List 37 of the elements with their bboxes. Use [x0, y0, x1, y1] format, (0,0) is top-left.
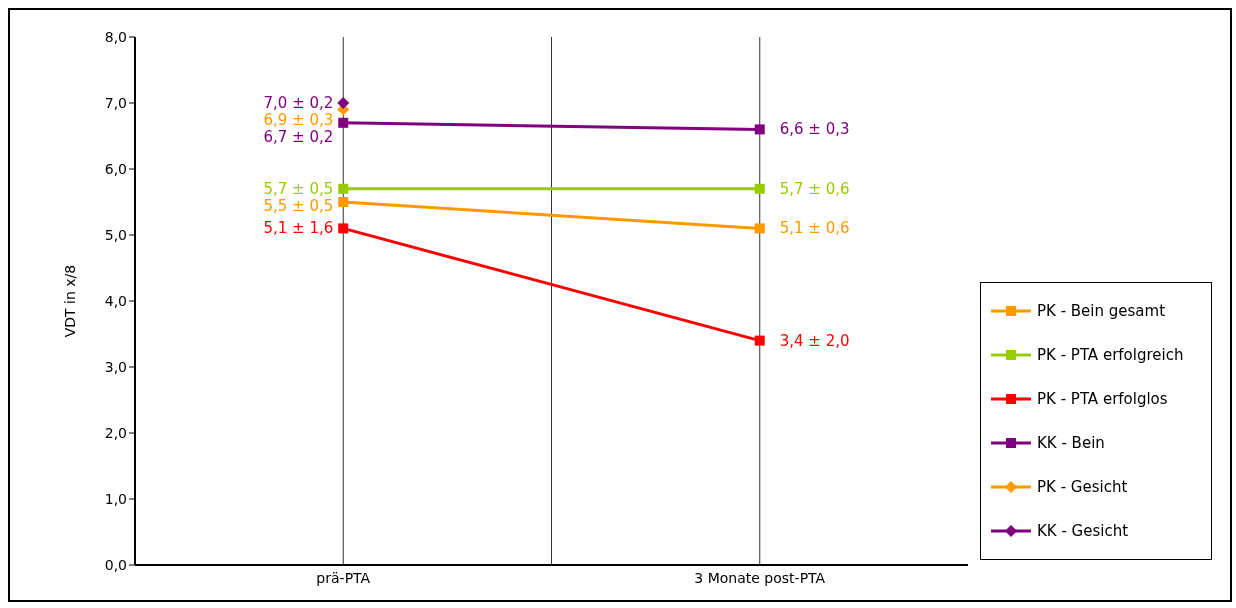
legend-label: PK - Bein gesamt [1037, 302, 1166, 320]
point [754, 183, 765, 194]
x-tick-label: prä-PTA [316, 569, 371, 586]
data-label: 5,1 ± 1,6 [263, 219, 334, 238]
point [754, 335, 765, 346]
y-tick-label: 5,0 [104, 226, 127, 243]
y-tick-label: 1,0 [104, 490, 127, 507]
data-label: 5,1 ± 0,6 [779, 219, 850, 238]
legend-label: KK - Gesicht [1037, 522, 1129, 540]
data-label: 7,0 ± 0,2 [263, 94, 334, 112]
point [754, 124, 765, 135]
data-label: 6,6 ± 0,3 [779, 120, 850, 139]
data-label: 6,9 ± 0,3 [263, 111, 334, 129]
data-label: 3,4 ± 2,0 [779, 331, 850, 350]
y-axis-title: VDT in x/8 [61, 264, 78, 338]
point [338, 223, 349, 234]
point [338, 197, 349, 207]
legend-label: PK - Gesicht [1037, 478, 1128, 496]
x-tick-label: 3 Monate post-PTA [694, 569, 826, 586]
data-label: 5,7 ± 0,6 [779, 179, 850, 198]
point [754, 223, 765, 234]
data-label: 6,7 ± 0,2 [263, 128, 334, 146]
data-label: 5,7 ± 0,5 [263, 179, 334, 198]
legend-label: KK - Bein [1037, 434, 1105, 452]
y-tick-label: 8,0 [104, 28, 127, 45]
y-tick-label: 4,0 [104, 292, 127, 309]
y-tick-label: 6,0 [104, 160, 127, 177]
legend-label: PK - PTA erfolglos [1037, 390, 1168, 408]
point [338, 117, 349, 128]
point [337, 97, 350, 109]
y-tick-label: 3,0 [104, 358, 127, 375]
data-label: 5,5 ± 0,5 [263, 196, 334, 215]
y-tick-label: 2,0 [104, 424, 127, 441]
legend-label: PK - PTA erfolgreich [1037, 346, 1184, 364]
point [338, 183, 349, 194]
y-tick-label: 0,0 [104, 556, 127, 573]
y-tick-label: 7,0 [104, 94, 127, 111]
